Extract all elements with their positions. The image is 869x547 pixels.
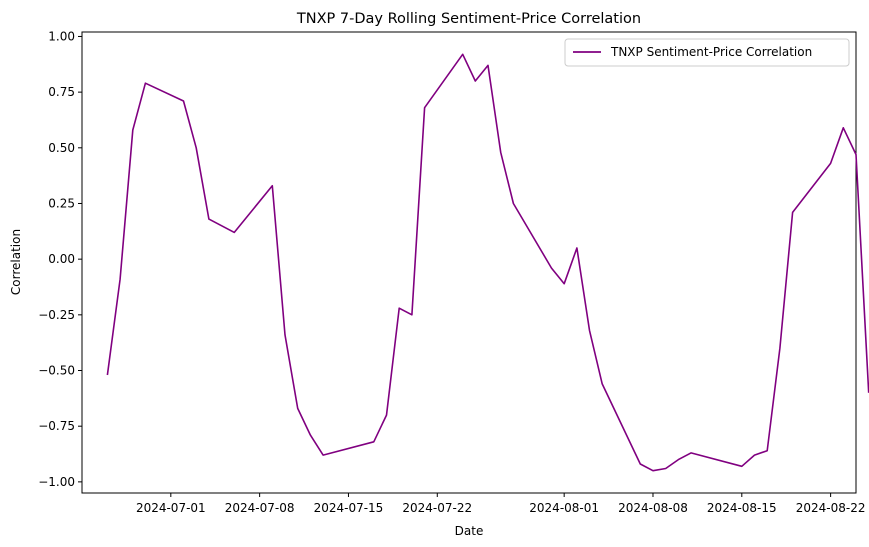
x-tick-label: 2024-07-08 bbox=[225, 501, 295, 515]
x-tick-label: 2024-08-15 bbox=[707, 501, 777, 515]
y-tick-label: −0.75 bbox=[38, 419, 75, 433]
x-tick-label: 2024-07-15 bbox=[314, 501, 384, 515]
plot-area: −1.00 −0.75 −0.50 −0.25 0.00 0.25 0.50 0.75 1.00… bbox=[38, 29, 869, 515]
plot-frame bbox=[81, 31, 857, 494]
y-axis: −1.00 −0.75 −0.50 −0.25 0.00 0.25 0.50 0.75 1.00 bbox=[38, 29, 82, 489]
x-tick-label: 2024-08-08 bbox=[618, 501, 688, 515]
series-line bbox=[106, 53, 869, 472]
y-tick-label: 0.00 bbox=[48, 252, 75, 266]
chart-title: TNXP 7-Day Rolling Sentiment-Price Corre… bbox=[296, 11, 641, 27]
x-axis: 2024-07-01 2024-07-08 2024-07-15 2024-07-22… bbox=[136, 493, 866, 515]
legend-entry: TNXP Sentiment-Price Correlation bbox=[610, 45, 812, 59]
y-tick-label: 0.50 bbox=[48, 141, 75, 155]
x-tick-label: 2024-07-22 bbox=[402, 501, 472, 515]
y-axis-label: Correlation bbox=[9, 229, 23, 295]
x-tick-label: 2024-08-22 bbox=[796, 501, 866, 515]
y-tick-label: −1.00 bbox=[38, 475, 75, 489]
legend-box bbox=[564, 38, 850, 67]
y-tick-label: 0.75 bbox=[48, 85, 75, 99]
y-tick-label: −0.25 bbox=[38, 308, 75, 322]
x-tick-label: 2024-08-01 bbox=[529, 501, 599, 515]
x-axis-label: Date bbox=[455, 524, 484, 538]
y-tick-label: 1.00 bbox=[48, 29, 75, 43]
series-layer bbox=[106, 53, 869, 472]
y-tick-label: 0.25 bbox=[48, 196, 75, 210]
x-tick-label: 2024-07-01 bbox=[136, 501, 206, 515]
y-tick-label: −0.50 bbox=[38, 364, 75, 378]
legend: TNXP Sentiment-Price Correlation bbox=[564, 38, 850, 67]
